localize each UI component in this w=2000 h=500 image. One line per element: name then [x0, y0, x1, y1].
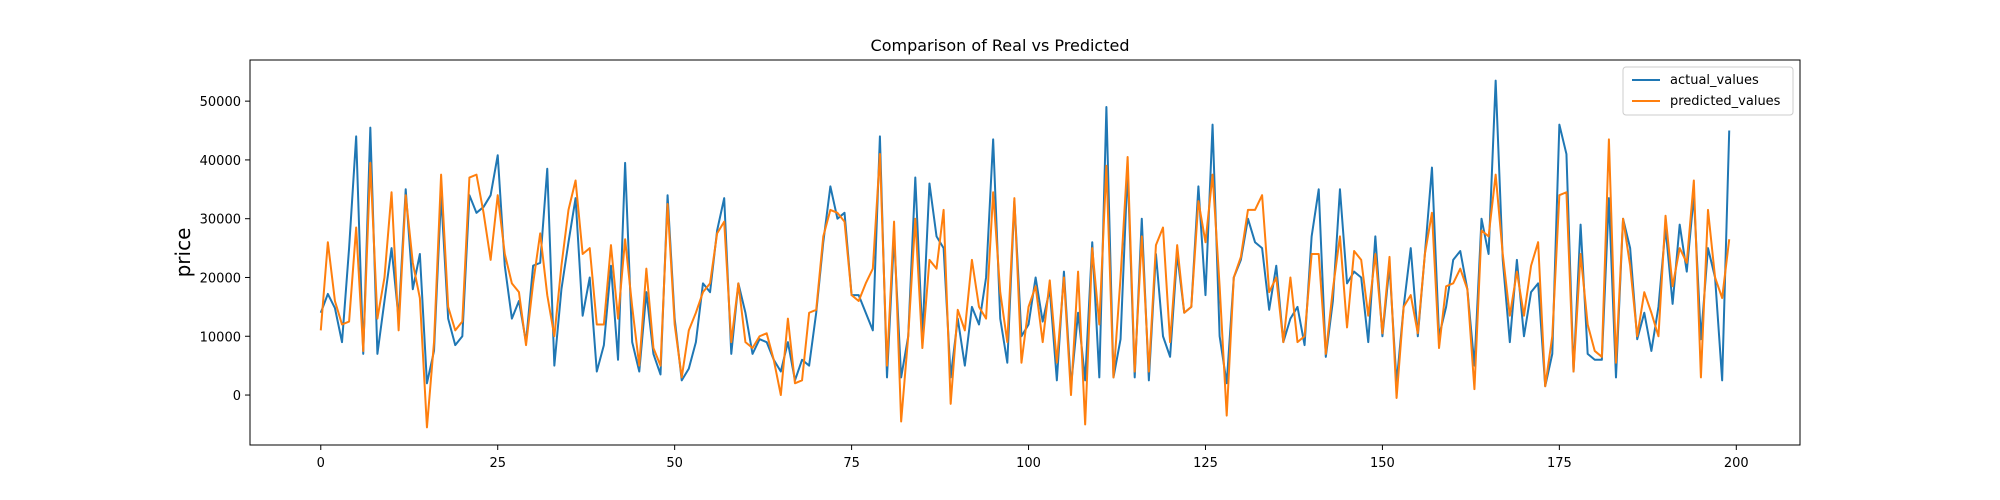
y-tick-label: 10000 — [200, 330, 241, 345]
axes-frame — [249, 59, 1801, 446]
legend-label-predicted-values: predicted_values — [1670, 94, 1781, 109]
legend-box — [1622, 66, 1794, 116]
y-axis-label: price — [171, 228, 195, 278]
x-tick-label: 75 — [843, 456, 860, 471]
x-tick-label: 150 — [1370, 456, 1395, 471]
x-tick-label: 25 — [489, 456, 506, 471]
x-tick-label: 200 — [1724, 456, 1749, 471]
y-axis: 0 10000 20000 30000 40000 50000 — [200, 95, 250, 404]
series-layer — [319, 79, 1731, 429]
y-tick-label: 40000 — [200, 154, 241, 169]
plot-area — [249, 59, 1801, 446]
x-tick-label: 125 — [1193, 456, 1218, 471]
x-tick-label: 50 — [666, 456, 683, 471]
x-tick-label: 0 — [317, 456, 325, 471]
x-axis: 0 25 50 75 100 125 150 175 200 — [317, 445, 1749, 471]
y-tick-label: 20000 — [200, 271, 241, 286]
chart-title: Comparison of Real vs Predicted — [871, 36, 1130, 55]
y-tick-label: 30000 — [200, 213, 241, 228]
y-tick-label: 0 — [233, 389, 241, 404]
legend: actual_values predicted_values — [1622, 66, 1794, 116]
series-line-predicted-values — [319, 138, 1731, 429]
x-tick-label: 100 — [1016, 456, 1041, 471]
y-tick-label: 50000 — [200, 95, 241, 110]
x-tick-label: 175 — [1547, 456, 1572, 471]
legend-label-actual-values: actual_values — [1670, 73, 1759, 88]
